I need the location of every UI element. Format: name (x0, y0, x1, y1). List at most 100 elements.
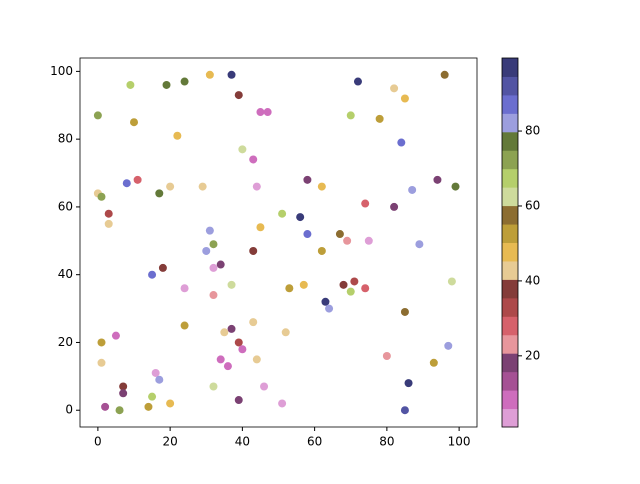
point (303, 230, 312, 239)
point (408, 185, 417, 194)
x-tick-label: 0 (94, 435, 102, 449)
point (444, 341, 453, 350)
point (429, 358, 438, 367)
point (353, 77, 362, 86)
point (278, 209, 287, 218)
point (220, 328, 229, 337)
point (119, 382, 128, 391)
point (162, 80, 171, 89)
point (256, 223, 265, 232)
point (155, 189, 164, 198)
point (447, 277, 456, 286)
point (281, 328, 290, 337)
colorbar-segment (502, 260, 518, 280)
colorbar-segment (502, 390, 518, 410)
point (361, 199, 370, 208)
colorbar-segment (502, 279, 518, 299)
point (119, 389, 128, 398)
point (234, 396, 243, 405)
point (173, 131, 182, 140)
colorbar-segment (502, 113, 518, 133)
y-tick-label: 80 (58, 132, 73, 146)
point (390, 84, 399, 93)
point (209, 291, 218, 300)
point (346, 111, 355, 120)
point (317, 182, 326, 191)
point (111, 331, 120, 340)
colorbar-segment (502, 131, 518, 151)
colorbar-tick-label: 80 (525, 124, 540, 138)
point (227, 280, 236, 289)
colorbar-segment (502, 150, 518, 170)
point (296, 213, 305, 222)
point (361, 284, 370, 293)
point (249, 246, 258, 255)
colorbar-segment (502, 408, 518, 428)
colorbar-frame (501, 57, 519, 428)
point (234, 91, 243, 100)
y-tick-label: 40 (58, 267, 73, 281)
colorbar-segment (502, 76, 518, 96)
point (148, 270, 157, 279)
colorbar-segment (502, 187, 518, 207)
colorbar-tick-label: 40 (525, 273, 540, 287)
point (346, 287, 355, 296)
point (317, 246, 326, 255)
point (97, 338, 106, 347)
point (260, 382, 269, 391)
point (180, 284, 189, 293)
point (198, 182, 207, 191)
x-tick-label: 100 (448, 435, 471, 449)
point (209, 263, 218, 272)
point (227, 324, 236, 333)
point (252, 182, 261, 191)
point (126, 80, 135, 89)
point (227, 70, 236, 79)
colorbar-segment (502, 58, 518, 77)
point (252, 355, 261, 364)
point (238, 145, 247, 154)
point (415, 240, 424, 249)
colorbar-segment (502, 168, 518, 188)
point (350, 277, 359, 286)
point (299, 280, 308, 289)
point (397, 138, 406, 147)
point (278, 399, 287, 408)
y-tick-label: 0 (65, 403, 73, 417)
point (234, 338, 243, 347)
point (148, 392, 157, 401)
x-tick-label: 40 (235, 435, 250, 449)
colorbar-segment (502, 371, 518, 391)
x-tick-label: 20 (162, 435, 177, 449)
point (335, 230, 344, 239)
y-tick-label: 20 (58, 335, 73, 349)
point (375, 114, 384, 123)
point (382, 352, 391, 361)
point (440, 70, 449, 79)
y-tick-label: 60 (58, 199, 73, 213)
point (343, 236, 352, 245)
point (285, 284, 294, 293)
point (144, 402, 153, 411)
point (97, 192, 106, 201)
point (202, 246, 211, 255)
point (404, 379, 413, 388)
colorbar-segment (502, 94, 518, 114)
point (158, 263, 167, 272)
point (205, 70, 214, 79)
point (209, 382, 218, 391)
y-tick-label: 100 (50, 64, 73, 78)
point (93, 111, 102, 120)
colorbar-segment (502, 242, 518, 262)
point (130, 118, 139, 127)
axes-frame (79, 57, 478, 428)
point (205, 226, 214, 235)
point (180, 77, 189, 86)
point (101, 402, 110, 411)
point (104, 209, 113, 218)
point (390, 202, 399, 211)
point (180, 321, 189, 330)
point (209, 240, 218, 249)
colorbar-segment (502, 334, 518, 354)
